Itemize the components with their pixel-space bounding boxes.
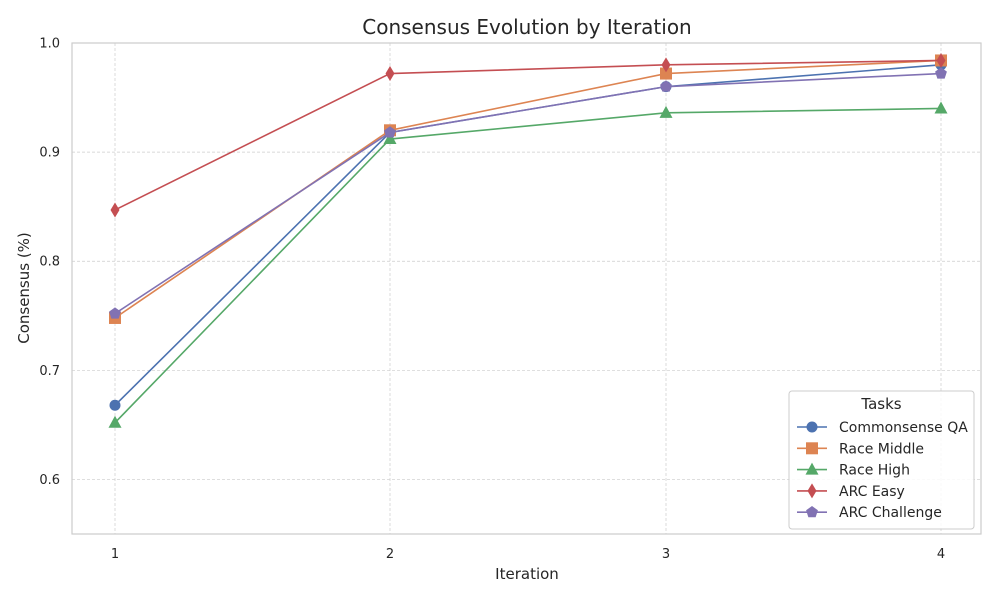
series-line	[114, 72, 942, 315]
legend-marker	[806, 506, 818, 518]
series-arc-easy	[110, 52, 946, 218]
data-point	[383, 132, 397, 145]
legend-item: Commonsense QA	[797, 420, 968, 436]
data-point	[936, 52, 946, 68]
x-axis-label: Iteration	[495, 565, 559, 583]
data-point	[384, 126, 396, 138]
series-arc-challenge	[109, 67, 947, 319]
legend-marker	[806, 442, 818, 455]
chart-title: Consensus Evolution by Iteration	[362, 15, 691, 39]
legend-item: ARC Challenge	[797, 505, 942, 521]
data-point	[109, 307, 121, 319]
data-point	[110, 202, 120, 218]
series-lines	[108, 52, 948, 428]
x-tick-label: 4	[937, 547, 945, 562]
legend-box	[788, 390, 975, 530]
series-line	[114, 59, 942, 211]
data-point	[109, 399, 121, 411]
legend-label: ARC Easy	[839, 484, 905, 500]
data-point	[659, 105, 673, 118]
data-point	[385, 66, 395, 82]
tick-labels: 1 2 3 4 0.6 0.7 0.8 0.9 1.0	[39, 37, 945, 563]
legend: Tasks Commonsense QA Race Middle Race High A…	[788, 390, 975, 530]
legend-title: Tasks	[860, 395, 901, 413]
legend-label: ARC Challenge	[839, 505, 942, 521]
series-line	[114, 107, 942, 424]
plot-frame	[71, 42, 982, 535]
y-tick-label: 0.8	[39, 255, 60, 270]
legend-item: Race High	[797, 462, 910, 479]
y-tick-label: 0.9	[39, 146, 60, 161]
legend-label: Race Middle	[839, 441, 924, 457]
series-race-high	[108, 101, 948, 428]
data-point	[935, 67, 947, 79]
data-point	[661, 57, 671, 73]
data-point	[108, 415, 122, 428]
legend-item: ARC Easy	[797, 483, 905, 500]
data-point	[660, 80, 672, 92]
legend-item: Race Middle	[797, 441, 924, 457]
legend-marker	[806, 421, 818, 433]
x-tick-label: 1	[111, 547, 119, 562]
series-line	[114, 59, 942, 319]
y-tick-label: 1.0	[39, 37, 60, 52]
y-tick-label: 0.6	[39, 473, 60, 488]
y-tick-label: 0.7	[39, 364, 60, 379]
data-point	[660, 67, 672, 80]
series-race-middle	[109, 54, 947, 324]
series-line	[114, 64, 942, 406]
y-axis-label: Consensus (%)	[15, 232, 33, 344]
data-point	[934, 101, 948, 114]
legend-label: Commonsense QA	[839, 420, 968, 436]
x-tick-label: 3	[662, 547, 670, 562]
x-tick-label: 2	[386, 547, 394, 562]
legend-marker	[807, 483, 817, 499]
legend-label: Race High	[839, 463, 910, 479]
legend-marker	[805, 462, 819, 475]
